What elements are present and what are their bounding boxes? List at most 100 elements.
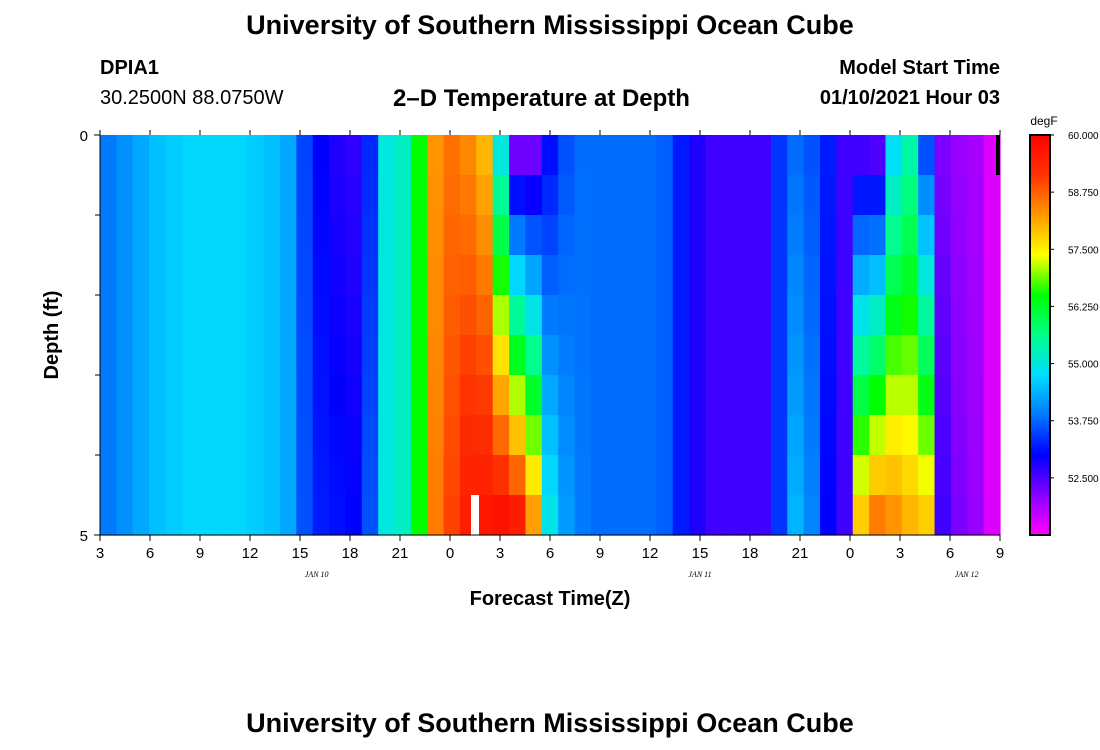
- heatmap-cell: [803, 455, 821, 496]
- colorbar-unit: degF: [1030, 114, 1057, 128]
- heatmap-cell: [378, 375, 396, 416]
- heatmap-cell: [590, 255, 608, 296]
- heatmap-cell: [443, 295, 461, 336]
- heatmap-cell: [476, 375, 494, 416]
- heatmap-cell: [329, 135, 347, 176]
- heatmap-cell: [705, 295, 723, 336]
- heatmap-cell: [509, 135, 527, 176]
- heatmap-cell: [590, 375, 608, 416]
- heatmap-cell: [574, 495, 592, 536]
- heatmap-cell: [492, 455, 510, 496]
- heatmap-cell: [116, 255, 134, 296]
- heatmap-cell: [165, 215, 183, 256]
- heatmap-cell: [394, 375, 412, 416]
- heatmap-cell: [214, 455, 232, 496]
- heatmap-cell: [427, 215, 445, 256]
- heatmap-cell: [803, 415, 821, 456]
- heatmap-cell: [869, 135, 887, 176]
- heatmap-cell: [296, 415, 314, 456]
- heatmap-cell: [803, 215, 821, 256]
- heatmap-cell: [656, 295, 674, 336]
- heatmap-cell: [901, 295, 919, 336]
- heatmap-cell: [345, 335, 363, 376]
- heatmap-cell: [836, 215, 854, 256]
- heatmap-cell: [116, 175, 134, 216]
- heatmap-cell: [280, 455, 297, 496]
- heatmap-cell: [541, 295, 559, 336]
- heatmap-cell: [214, 295, 232, 336]
- heatmap-cell: [869, 495, 887, 536]
- heatmap-cell: [754, 135, 772, 176]
- heatmap-cell: [116, 375, 134, 416]
- heatmap-cell: [247, 455, 265, 496]
- heatmap-cell: [149, 215, 167, 256]
- heatmap-cell: [869, 255, 887, 296]
- heatmap-cell: [312, 495, 330, 536]
- heatmap-cell: [198, 295, 216, 336]
- heatmap-cell: [721, 375, 739, 416]
- heatmap-cell: [656, 375, 674, 416]
- heatmap-cell: [689, 495, 707, 536]
- heatmap-cell: [689, 295, 707, 336]
- heatmap-cell: [345, 175, 363, 216]
- heatmap-cell: [460, 215, 477, 256]
- heatmap-cell: [247, 415, 265, 456]
- heatmap-cell: [869, 335, 887, 376]
- heatmap-cell: [100, 175, 117, 216]
- heatmap-cell: [721, 215, 739, 256]
- heatmap-cell: [427, 135, 445, 176]
- heatmap-cell: [378, 415, 396, 456]
- heatmap-cell: [852, 135, 870, 176]
- heatmap-cell: [100, 335, 117, 376]
- heatmap-cell: [214, 175, 232, 216]
- heatmap-cell: [558, 335, 576, 376]
- heatmap-cell: [672, 175, 690, 216]
- heatmap-cell: [852, 255, 870, 296]
- heatmap-cell: [100, 415, 117, 456]
- heatmap-cell: [541, 255, 559, 296]
- heatmap-cell: [640, 255, 657, 296]
- heatmap-cell: [492, 375, 510, 416]
- heatmap-cell: [230, 215, 248, 256]
- heatmap-cell: [640, 175, 657, 216]
- heatmap-cell: [836, 335, 854, 376]
- heatmap-cell: [607, 455, 625, 496]
- heatmap-cell: [410, 255, 428, 296]
- heatmap-cell: [541, 335, 559, 376]
- heatmap-cell: [934, 215, 952, 256]
- heatmap-cell: [672, 495, 690, 536]
- heatmap-cell: [345, 295, 363, 336]
- heatmap-cell: [787, 455, 805, 496]
- heatmap-cell: [705, 255, 723, 296]
- heatmap-cell: [427, 495, 445, 536]
- heatmap-cell: [394, 495, 412, 536]
- heatmap-cell: [656, 455, 674, 496]
- heatmap-cell: [460, 255, 477, 296]
- heatmap-cell: [329, 415, 347, 456]
- x-tick-label: 6: [546, 545, 554, 562]
- heatmap-cell: [967, 415, 985, 456]
- heatmap-cell: [345, 215, 363, 256]
- heatmap-cell: [836, 295, 854, 336]
- heatmap-cell: [803, 295, 821, 336]
- heatmap-cell: [198, 375, 216, 416]
- heatmap-cell: [165, 295, 183, 336]
- heatmap-cell: [460, 175, 477, 216]
- heatmap-cell: [345, 255, 363, 296]
- heatmap-cell: [803, 255, 821, 296]
- heatmap-cell: [394, 175, 412, 216]
- heatmap-cell: [280, 375, 297, 416]
- heatmap-cell: [721, 335, 739, 376]
- heatmap-cell: [689, 255, 707, 296]
- heatmap-cell: [721, 455, 739, 496]
- heatmap-cell: [607, 415, 625, 456]
- heatmap-cell: [427, 415, 445, 456]
- heatmap-cell: [198, 415, 216, 456]
- heatmap-cell: [509, 335, 527, 376]
- heatmap-cell: [820, 335, 837, 376]
- heatmap-cell: [754, 255, 772, 296]
- heatmap-cell: [476, 295, 494, 336]
- heatmap-cell: [705, 455, 723, 496]
- heatmap-cell: [705, 135, 723, 176]
- heatmap-cell: [329, 455, 347, 496]
